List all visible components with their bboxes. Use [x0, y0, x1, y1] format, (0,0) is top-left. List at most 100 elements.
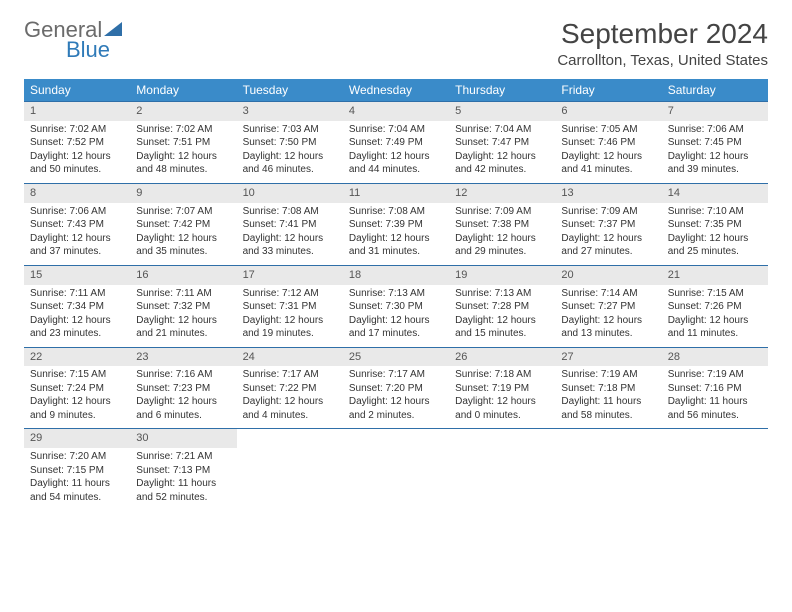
day-number: 3	[243, 105, 249, 117]
daylight-text: Daylight: 12 hours and 0 minutes.	[455, 395, 549, 422]
sunrise-text: Sunrise: 7:05 AM	[561, 123, 655, 137]
daylight-text: Daylight: 12 hours and 46 minutes.	[243, 150, 337, 177]
day-number-row: 1	[24, 102, 130, 121]
day-cell: 4Sunrise: 7:04 AMSunset: 7:49 PMDaylight…	[343, 102, 449, 183]
sunrise-text: Sunrise: 7:02 AM	[30, 123, 124, 137]
logo: General Blue	[24, 18, 122, 62]
day-cell: 2Sunrise: 7:02 AMSunset: 7:51 PMDaylight…	[130, 102, 236, 183]
sunset-text: Sunset: 7:26 PM	[668, 300, 762, 314]
sunrise-text: Sunrise: 7:06 AM	[668, 123, 762, 137]
day-cell: 13Sunrise: 7:09 AMSunset: 7:37 PMDayligh…	[555, 184, 661, 265]
day-cell: 5Sunrise: 7:04 AMSunset: 7:47 PMDaylight…	[449, 102, 555, 183]
daylight-text: Daylight: 12 hours and 37 minutes.	[30, 232, 124, 259]
sunset-text: Sunset: 7:39 PM	[349, 218, 443, 232]
day-cell: 22Sunrise: 7:15 AMSunset: 7:24 PMDayligh…	[24, 348, 130, 429]
day-number-row: 23	[130, 348, 236, 367]
day-number: 22	[30, 351, 42, 363]
sunset-text: Sunset: 7:31 PM	[243, 300, 337, 314]
day-number: 18	[349, 269, 361, 281]
weekday-tue: Tuesday	[237, 79, 343, 101]
day-number-row: 3	[237, 102, 343, 121]
day-number: 10	[243, 187, 255, 199]
day-number-row: 2	[130, 102, 236, 121]
sunset-text: Sunset: 7:23 PM	[136, 382, 230, 396]
sunset-text: Sunset: 7:30 PM	[349, 300, 443, 314]
day-cell: 20Sunrise: 7:14 AMSunset: 7:27 PMDayligh…	[555, 266, 661, 347]
sunrise-text: Sunrise: 7:16 AM	[136, 368, 230, 382]
day-cell: 11Sunrise: 7:08 AMSunset: 7:39 PMDayligh…	[343, 184, 449, 265]
day-number: 4	[349, 105, 355, 117]
logo-triangle-icon	[104, 22, 122, 36]
sunrise-text: Sunrise: 7:09 AM	[561, 205, 655, 219]
day-cell: 9Sunrise: 7:07 AMSunset: 7:42 PMDaylight…	[130, 184, 236, 265]
weeks-container: 1Sunrise: 7:02 AMSunset: 7:52 PMDaylight…	[24, 101, 768, 510]
day-number: 6	[561, 105, 567, 117]
day-cell: 12Sunrise: 7:09 AMSunset: 7:38 PMDayligh…	[449, 184, 555, 265]
location: Carrollton, Texas, United States	[557, 52, 768, 69]
day-number-row: 26	[449, 348, 555, 367]
day-number: 1	[30, 105, 36, 117]
sunrise-text: Sunrise: 7:18 AM	[455, 368, 549, 382]
day-number-row: 19	[449, 266, 555, 285]
day-cell: 10Sunrise: 7:08 AMSunset: 7:41 PMDayligh…	[237, 184, 343, 265]
week-row: 29Sunrise: 7:20 AMSunset: 7:15 PMDayligh…	[24, 428, 768, 510]
sunrise-text: Sunrise: 7:08 AM	[243, 205, 337, 219]
sunrise-text: Sunrise: 7:06 AM	[30, 205, 124, 219]
sunrise-text: Sunrise: 7:10 AM	[668, 205, 762, 219]
daylight-text: Daylight: 12 hours and 29 minutes.	[455, 232, 549, 259]
sunrise-text: Sunrise: 7:07 AM	[136, 205, 230, 219]
day-number: 15	[30, 269, 42, 281]
sunrise-text: Sunrise: 7:14 AM	[561, 287, 655, 301]
sunset-text: Sunset: 7:45 PM	[668, 136, 762, 150]
sunset-text: Sunset: 7:15 PM	[30, 464, 124, 478]
sunset-text: Sunset: 7:20 PM	[349, 382, 443, 396]
day-number-row: 13	[555, 184, 661, 203]
day-number: 7	[668, 105, 674, 117]
day-number: 14	[668, 187, 680, 199]
daylight-text: Daylight: 12 hours and 41 minutes.	[561, 150, 655, 177]
day-number-row: 10	[237, 184, 343, 203]
day-number-row: 17	[237, 266, 343, 285]
daylight-text: Daylight: 12 hours and 31 minutes.	[349, 232, 443, 259]
daylight-text: Daylight: 12 hours and 21 minutes.	[136, 314, 230, 341]
week-row: 8Sunrise: 7:06 AMSunset: 7:43 PMDaylight…	[24, 183, 768, 265]
sunset-text: Sunset: 7:18 PM	[561, 382, 655, 396]
sunset-text: Sunset: 7:16 PM	[668, 382, 762, 396]
daylight-text: Daylight: 12 hours and 50 minutes.	[30, 150, 124, 177]
sunrise-text: Sunrise: 7:08 AM	[349, 205, 443, 219]
sunset-text: Sunset: 7:41 PM	[243, 218, 337, 232]
day-number-row: 28	[662, 348, 768, 367]
day-number: 12	[455, 187, 467, 199]
header: General Blue September 2024 Carrollton, …	[24, 18, 768, 69]
sunrise-text: Sunrise: 7:19 AM	[561, 368, 655, 382]
day-number-row: 22	[24, 348, 130, 367]
day-number-row: 15	[24, 266, 130, 285]
daylight-text: Daylight: 12 hours and 25 minutes.	[668, 232, 762, 259]
sunset-text: Sunset: 7:22 PM	[243, 382, 337, 396]
day-number: 23	[136, 351, 148, 363]
day-number: 19	[455, 269, 467, 281]
day-number-row: 12	[449, 184, 555, 203]
daylight-text: Daylight: 12 hours and 19 minutes.	[243, 314, 337, 341]
day-number-row: 14	[662, 184, 768, 203]
day-number: 5	[455, 105, 461, 117]
day-cell: 14Sunrise: 7:10 AMSunset: 7:35 PMDayligh…	[662, 184, 768, 265]
day-number-row: 18	[343, 266, 449, 285]
empty-cell	[662, 429, 768, 510]
sunset-text: Sunset: 7:43 PM	[30, 218, 124, 232]
day-cell: 24Sunrise: 7:17 AMSunset: 7:22 PMDayligh…	[237, 348, 343, 429]
sunrise-text: Sunrise: 7:13 AM	[349, 287, 443, 301]
day-number: 8	[30, 187, 36, 199]
daylight-text: Daylight: 11 hours and 58 minutes.	[561, 395, 655, 422]
sunset-text: Sunset: 7:28 PM	[455, 300, 549, 314]
day-cell: 26Sunrise: 7:18 AMSunset: 7:19 PMDayligh…	[449, 348, 555, 429]
day-cell: 25Sunrise: 7:17 AMSunset: 7:20 PMDayligh…	[343, 348, 449, 429]
sunrise-text: Sunrise: 7:04 AM	[349, 123, 443, 137]
day-cell: 8 Sunrise: 7:06 AMSunset: 7:43 PMDaylight…	[24, 184, 130, 265]
month-title: September 2024	[557, 18, 768, 50]
sunrise-text: Sunrise: 7:03 AM	[243, 123, 337, 137]
daylight-text: Daylight: 12 hours and 23 minutes.	[30, 314, 124, 341]
day-number-row: 8	[24, 184, 130, 203]
daylight-text: Daylight: 12 hours and 39 minutes.	[668, 150, 762, 177]
sunrise-text: Sunrise: 7:11 AM	[30, 287, 124, 301]
